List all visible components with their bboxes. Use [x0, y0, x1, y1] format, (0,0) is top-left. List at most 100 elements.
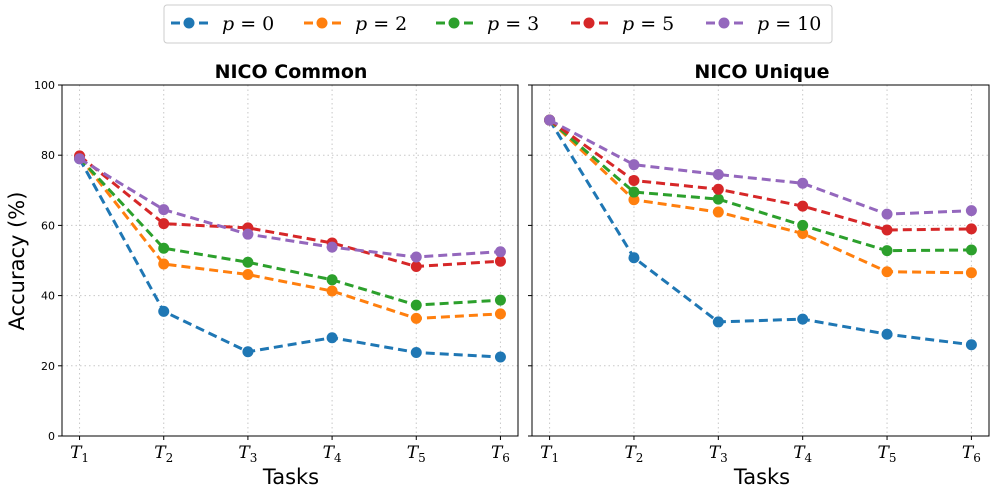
- series-line: [78, 157, 501, 259]
- series-line: [548, 119, 972, 275]
- legend-marker: [718, 17, 730, 29]
- x-tick-label: T2: [624, 443, 643, 465]
- x-tick-label: T1: [70, 443, 89, 465]
- data-point: [712, 316, 724, 328]
- data-point: [965, 205, 977, 217]
- x-tick-label: T3: [709, 443, 728, 465]
- data-point: [797, 227, 809, 239]
- data-point: [628, 174, 640, 186]
- chart-title: NICO Unique: [694, 61, 829, 83]
- series-p-0: [544, 114, 977, 351]
- data-point: [797, 313, 809, 325]
- x-tick-label: T2: [154, 443, 173, 465]
- data-point: [242, 228, 254, 240]
- series-p-3: [74, 152, 506, 311]
- data-point: [881, 245, 893, 257]
- series-p-5: [74, 150, 506, 272]
- series-line: [78, 156, 501, 307]
- x-tick-label: T4: [793, 443, 812, 465]
- panel-nico-common: NICO Common Accuracy (%) Tasks 0 20 40 60 80…: [5, 61, 519, 489]
- series-line: [78, 154, 501, 268]
- chart-title: NICO Common: [215, 61, 368, 83]
- data-point: [797, 219, 809, 231]
- data-point: [494, 246, 506, 258]
- series-p-3: [544, 114, 977, 257]
- x-axis-label: Tasks: [262, 465, 319, 489]
- legend-label: p = 10: [757, 13, 821, 35]
- data-point: [494, 255, 506, 267]
- data-point: [326, 285, 338, 297]
- x-tick-label: T6: [491, 443, 510, 465]
- data-point: [242, 346, 254, 358]
- legend-entry: p = 0: [171, 13, 274, 35]
- legend: p = 0 p = 2 p = 3 p = 5 p = 10: [163, 4, 833, 44]
- data-point: [797, 200, 809, 212]
- data-point: [410, 346, 422, 358]
- data-point: [965, 339, 977, 351]
- y-tick-label: 80: [41, 149, 55, 162]
- x-tick-label: T3: [238, 443, 257, 465]
- data-point: [965, 244, 977, 256]
- x-axis-label: Tasks: [733, 465, 790, 489]
- series-line: [548, 118, 972, 216]
- data-point: [881, 328, 893, 340]
- data-point: [494, 308, 506, 320]
- legend-marker: [316, 17, 328, 29]
- legend-marker: [448, 17, 460, 29]
- data-point: [628, 194, 640, 206]
- y-tick-label: 40: [41, 290, 55, 303]
- data-point: [158, 204, 170, 216]
- legend-frame: [163, 4, 833, 44]
- series-line: [548, 118, 972, 253]
- data-point: [74, 153, 86, 165]
- axes-frame: [531, 84, 990, 437]
- axes-frame: [61, 84, 519, 437]
- data-point: [965, 223, 977, 235]
- data-point: [158, 242, 170, 254]
- data-point: [158, 258, 170, 270]
- legend-entry: p = 10: [706, 13, 821, 35]
- data-point: [410, 251, 422, 263]
- data-point: [881, 266, 893, 278]
- legend-label: p = 2: [355, 13, 407, 35]
- y-tick-label: 0: [48, 430, 55, 443]
- series-p-2: [74, 151, 506, 324]
- data-point: [628, 252, 640, 264]
- legend-label: p = 5: [622, 13, 674, 35]
- series-line: [548, 118, 972, 232]
- legend-marker: [583, 17, 595, 29]
- series-line: [78, 156, 501, 320]
- data-point: [242, 269, 254, 281]
- legend-label: p = 3: [487, 13, 539, 35]
- x-tick-label: T4: [323, 443, 342, 465]
- legend-marker: [183, 17, 195, 29]
- legend-entry: p = 5: [571, 13, 674, 35]
- data-point: [494, 351, 506, 363]
- y-tick-label: 60: [41, 219, 55, 232]
- data-point: [242, 256, 254, 268]
- y-tick-label: 100: [34, 79, 55, 92]
- x-tick-label: T1: [540, 443, 559, 465]
- series-line: [548, 119, 972, 347]
- data-point: [158, 305, 170, 317]
- data-point: [544, 114, 556, 126]
- data-point: [881, 208, 893, 220]
- data-point: [797, 177, 809, 189]
- data-point: [326, 274, 338, 286]
- data-point: [326, 332, 338, 344]
- data-point: [712, 193, 724, 205]
- data-point: [628, 159, 640, 171]
- x-tick-label: T5: [407, 443, 426, 465]
- data-point: [410, 312, 422, 324]
- series-line: [78, 157, 501, 359]
- data-point: [965, 267, 977, 279]
- data-point: [712, 169, 724, 181]
- y-tick-label: 20: [41, 360, 55, 373]
- data-point: [712, 206, 724, 218]
- x-tick-label: T6: [962, 443, 981, 465]
- data-point: [628, 186, 640, 198]
- data-point: [494, 294, 506, 306]
- data-point: [410, 260, 422, 272]
- data-point: [712, 183, 724, 195]
